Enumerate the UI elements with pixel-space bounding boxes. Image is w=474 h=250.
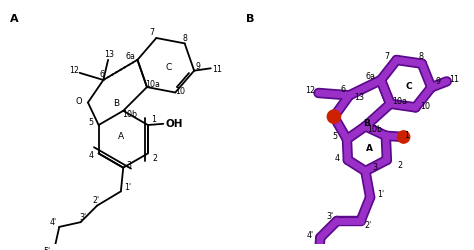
Text: OH: OH xyxy=(165,119,182,129)
Text: A: A xyxy=(9,14,18,24)
Text: B: B xyxy=(363,119,370,128)
Text: C: C xyxy=(165,63,171,72)
Text: 10: 10 xyxy=(175,87,185,96)
Text: O: O xyxy=(76,97,82,106)
Text: 6a: 6a xyxy=(126,52,135,62)
Text: 5: 5 xyxy=(88,118,93,127)
Text: 10a: 10a xyxy=(146,80,160,89)
Text: 10a: 10a xyxy=(392,97,407,106)
Text: 11: 11 xyxy=(212,65,222,74)
Text: C: C xyxy=(405,82,412,90)
Text: 10b: 10b xyxy=(122,110,137,119)
Text: 10b: 10b xyxy=(367,125,383,134)
Text: 2: 2 xyxy=(397,162,402,170)
Text: 4': 4' xyxy=(306,230,313,239)
Text: 3': 3' xyxy=(79,213,87,222)
Text: 8: 8 xyxy=(182,34,187,43)
Text: 12: 12 xyxy=(305,86,315,95)
Text: B: B xyxy=(113,100,119,108)
Text: 4: 4 xyxy=(89,151,94,160)
Text: A: A xyxy=(366,144,373,153)
Text: 3: 3 xyxy=(373,163,377,172)
Text: 11: 11 xyxy=(449,74,459,84)
Text: 3: 3 xyxy=(127,161,132,170)
Text: 12: 12 xyxy=(69,66,79,74)
Text: 2': 2' xyxy=(364,221,372,230)
Text: 10: 10 xyxy=(420,102,430,111)
Text: 5': 5' xyxy=(44,247,51,250)
Text: 6a: 6a xyxy=(365,72,375,81)
Text: 6: 6 xyxy=(100,70,105,78)
Text: 1': 1' xyxy=(124,182,132,192)
Text: 1: 1 xyxy=(151,114,156,124)
Text: 9: 9 xyxy=(436,77,441,86)
Circle shape xyxy=(397,131,410,143)
Text: 13: 13 xyxy=(104,50,114,59)
Text: 4: 4 xyxy=(335,154,340,163)
Text: 2': 2' xyxy=(92,196,100,205)
Text: 7: 7 xyxy=(384,52,390,61)
Text: 5: 5 xyxy=(333,132,337,141)
Circle shape xyxy=(327,110,340,123)
Text: 1': 1' xyxy=(377,190,384,199)
Text: 6: 6 xyxy=(341,85,346,94)
Text: 4': 4' xyxy=(50,218,57,227)
Text: 9: 9 xyxy=(195,62,200,71)
Text: B: B xyxy=(246,14,255,24)
Text: 2: 2 xyxy=(153,154,157,163)
Text: 1: 1 xyxy=(405,131,410,140)
Text: 13: 13 xyxy=(354,93,364,102)
Text: 8: 8 xyxy=(418,52,423,61)
Text: 3': 3' xyxy=(326,212,333,221)
Text: 7: 7 xyxy=(149,28,154,37)
Text: A: A xyxy=(118,132,124,141)
